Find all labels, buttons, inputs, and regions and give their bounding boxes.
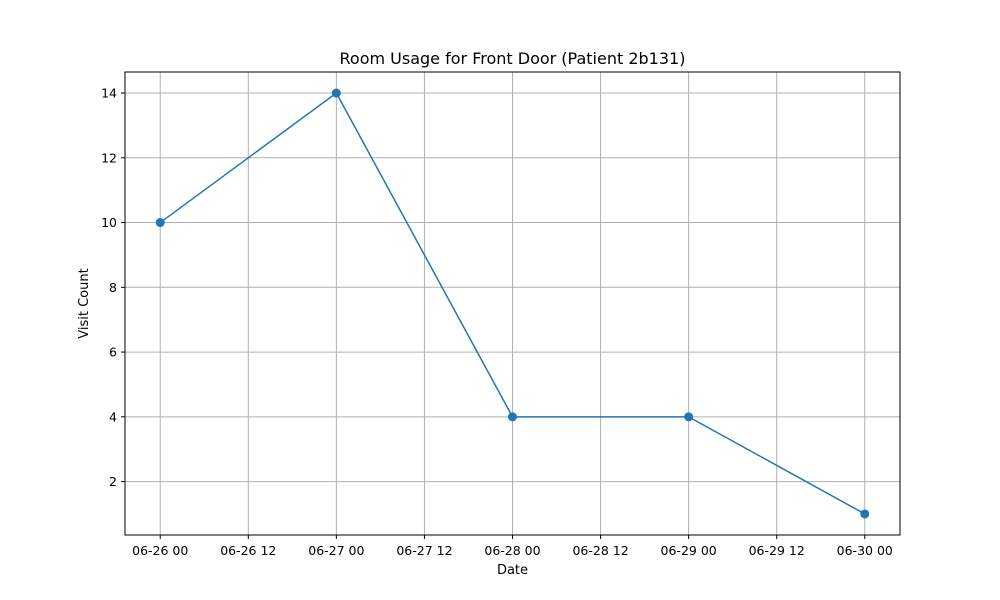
x-tick-label: 06-27 00	[308, 543, 364, 558]
data-point	[508, 412, 517, 422]
y-tick-label: 10	[101, 215, 117, 230]
y-tick-label: 14	[101, 86, 117, 101]
x-tick-label: 06-29 12	[749, 543, 805, 558]
x-tick-label: 06-28 12	[572, 543, 628, 558]
x-tick-label: 06-29 00	[661, 543, 717, 558]
data-point	[155, 218, 165, 228]
data-points	[155, 88, 870, 519]
chart-title: Room Usage for Front Door (Patient 2b131…	[340, 49, 686, 68]
y-tick-label: 4	[109, 409, 117, 424]
y-tick-label: 6	[109, 345, 117, 360]
y-axis-ticks: 2 4 6 8 10 12 14	[101, 86, 125, 489]
y-tick-label: 12	[101, 150, 117, 165]
x-tick-label: 06-26 00	[132, 543, 188, 558]
y-tick-label: 2	[109, 474, 117, 489]
y-axis-label: Visit Count	[77, 268, 92, 338]
x-axis-ticks: 06-26 00 06-26 12 06-27 00 06-27 12 06-28 00…	[132, 535, 893, 558]
data-point	[331, 88, 341, 98]
x-tick-label: 06-30 00	[837, 543, 893, 558]
data-point	[684, 412, 694, 422]
y-tick-label: 8	[109, 280, 117, 295]
x-tick-label: 06-26 12	[220, 543, 276, 558]
x-tick-label: 06-27 12	[396, 543, 452, 558]
data-point	[860, 509, 870, 519]
x-tick-label: 06-28 00	[484, 543, 540, 558]
x-axis-label: Date	[497, 563, 528, 578]
